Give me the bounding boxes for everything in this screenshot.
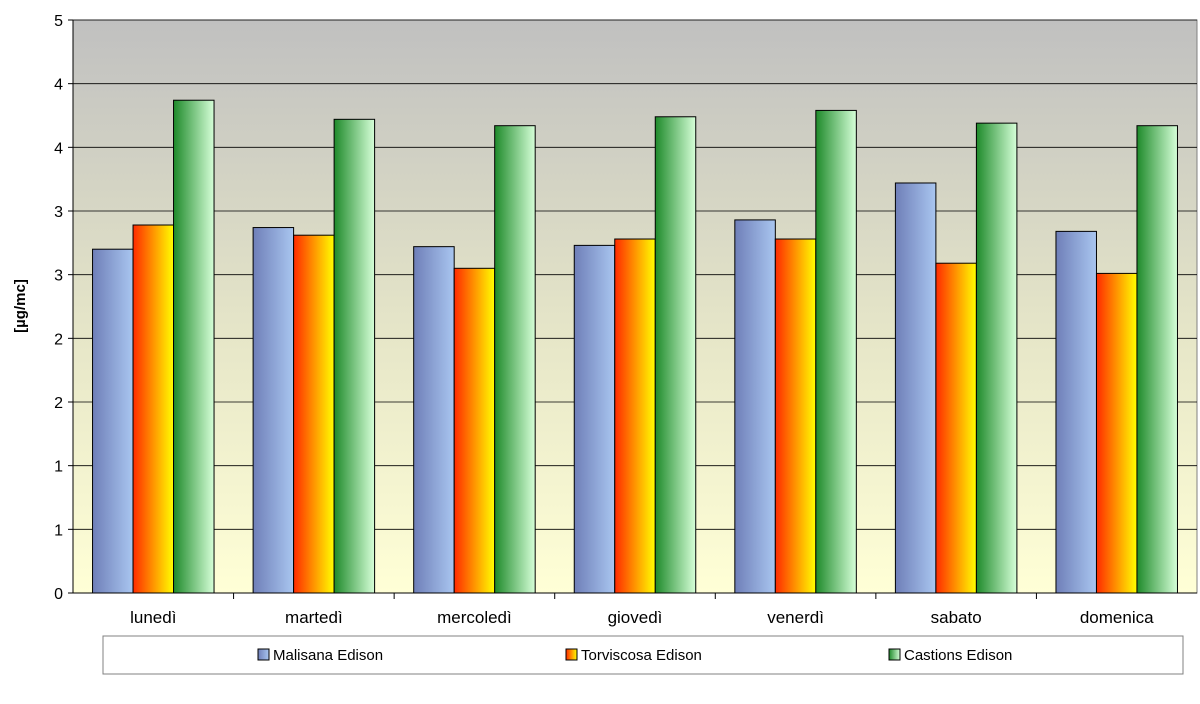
bar-torviscosa-edison xyxy=(454,268,495,593)
y-tick-label: 3 xyxy=(54,268,63,285)
x-axis-categories: lunedì martedì mercoledì giovedì venerdì saba… xyxy=(130,593,1154,627)
y-tick-label: 0 xyxy=(54,586,63,603)
y-tick-label: 2 xyxy=(54,395,63,412)
y-tick-label: 3 xyxy=(54,204,63,221)
bar-malisana-edison xyxy=(93,249,133,593)
y-tick-label: 1 xyxy=(54,522,63,539)
x-category-label: mercoledì xyxy=(437,608,512,627)
x-category-label: domenica xyxy=(1080,608,1154,627)
legend-label: Torviscosa Edison xyxy=(581,647,702,664)
bar-torviscosa-edison xyxy=(775,239,816,593)
x-category-label: giovedì xyxy=(608,608,663,627)
y-tick-label: 4 xyxy=(54,77,63,94)
y-tick-label: 4 xyxy=(54,140,63,157)
legend-label: Castions Edison xyxy=(904,647,1012,664)
bar-malisana-edison xyxy=(1056,231,1097,593)
y-tick-label: 1 xyxy=(54,459,63,476)
x-category-label: venerdì xyxy=(767,608,824,627)
bar-castions-edison xyxy=(1137,126,1178,593)
legend-swatch xyxy=(889,649,900,660)
x-category-label: lunedì xyxy=(130,608,176,627)
bar-castions-edison xyxy=(334,119,375,593)
bar-torviscosa-edison xyxy=(615,239,656,593)
legend-swatch xyxy=(258,649,269,660)
bar-torviscosa-edison xyxy=(1096,273,1137,593)
y-axis-title: [µg/mc] xyxy=(12,279,29,333)
y-tick-label: 5 xyxy=(54,13,63,30)
bar-malisana-edison xyxy=(253,228,294,593)
y-axis-ticks: 0 1 1 2 2 3 3 4 4 5 xyxy=(54,13,73,603)
bar-torviscosa-edison xyxy=(936,263,977,593)
bar-castions-edison xyxy=(495,126,536,593)
bar-castions-edison xyxy=(816,110,857,593)
x-category-label: martedì xyxy=(285,608,343,627)
bar-castions-edison xyxy=(976,123,1017,593)
bar-malisana-edison xyxy=(895,183,936,593)
bar-malisana-edison xyxy=(574,245,615,593)
bar-castions-edison xyxy=(174,100,215,593)
bar-malisana-edison xyxy=(735,220,776,593)
bar-torviscosa-edison xyxy=(294,235,335,593)
y-tick-label: 2 xyxy=(54,331,63,348)
legend-label: Malisana Edison xyxy=(273,647,383,664)
legend-swatch xyxy=(566,649,577,660)
bar-torviscosa-edison xyxy=(133,225,174,593)
x-category-label: sabato xyxy=(931,608,982,627)
bar-castions-edison xyxy=(655,117,696,593)
bar-malisana-edison xyxy=(414,247,455,593)
